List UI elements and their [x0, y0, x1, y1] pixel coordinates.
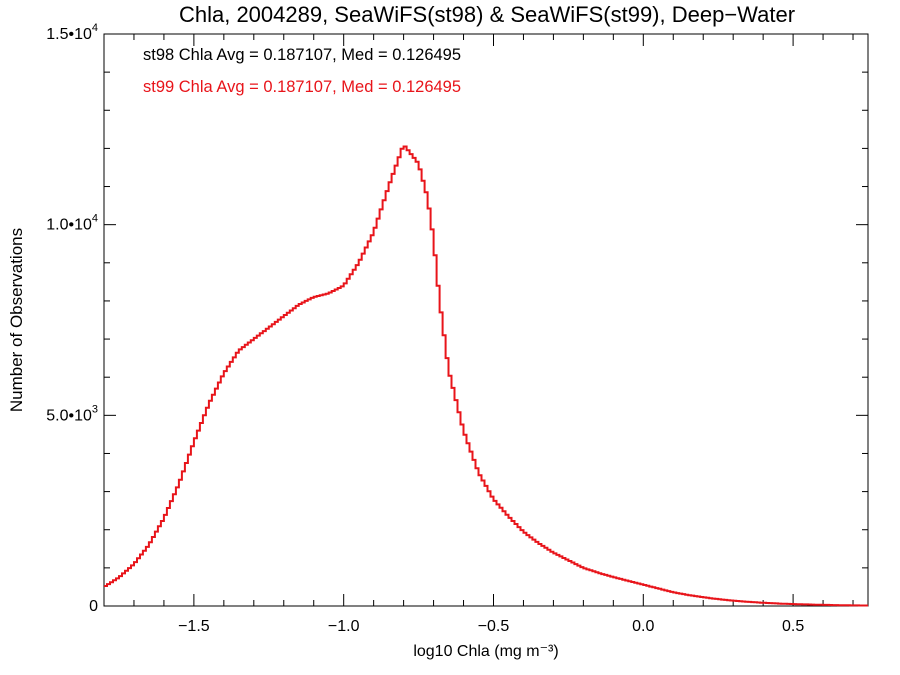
y-tick-label-exponent: 4	[92, 213, 98, 225]
x-axis-label: log10 Chla (mg m⁻³)	[413, 643, 558, 660]
x-tick-label: 0.0	[632, 618, 654, 635]
chart-title: Chla, 2004289, SeaWiFS(st98) & SeaWiFS(s…	[179, 2, 795, 27]
x-tick-label: −0.5	[478, 618, 510, 635]
x-tick-label: 0.5	[782, 618, 804, 635]
y-tick-label: 1.0•104	[46, 213, 98, 234]
y-tick-label: 1.5•104	[46, 22, 98, 43]
series-layer	[104, 145, 868, 607]
annotation-st99: st99 Chla Avg = 0.187107, Med = 0.126495	[143, 78, 461, 96]
y-tick-label-main: 1.0•10	[46, 217, 92, 234]
y-tick-label-main: 1.5•10	[46, 26, 92, 43]
plot-frame	[103, 33, 869, 607]
y-tick-label-exponent: 4	[92, 22, 98, 34]
x-tick-label: −1.0	[328, 618, 360, 635]
y-tick-label-exponent: 3	[92, 403, 98, 415]
y-tick-label-main: 0	[89, 598, 98, 615]
y-tick-label: 5.0•103	[46, 403, 98, 424]
y-tick-label-main: 5.0•10	[46, 407, 92, 424]
annotation-st98: st98 Chla Avg = 0.187107, Med = 0.126495	[143, 46, 461, 64]
y-tick-label: 0	[89, 598, 98, 615]
x-tick-label: −1.5	[178, 618, 210, 635]
y-axis-label: Number of Observations	[7, 228, 26, 412]
histogram-series-line	[104, 145, 868, 607]
